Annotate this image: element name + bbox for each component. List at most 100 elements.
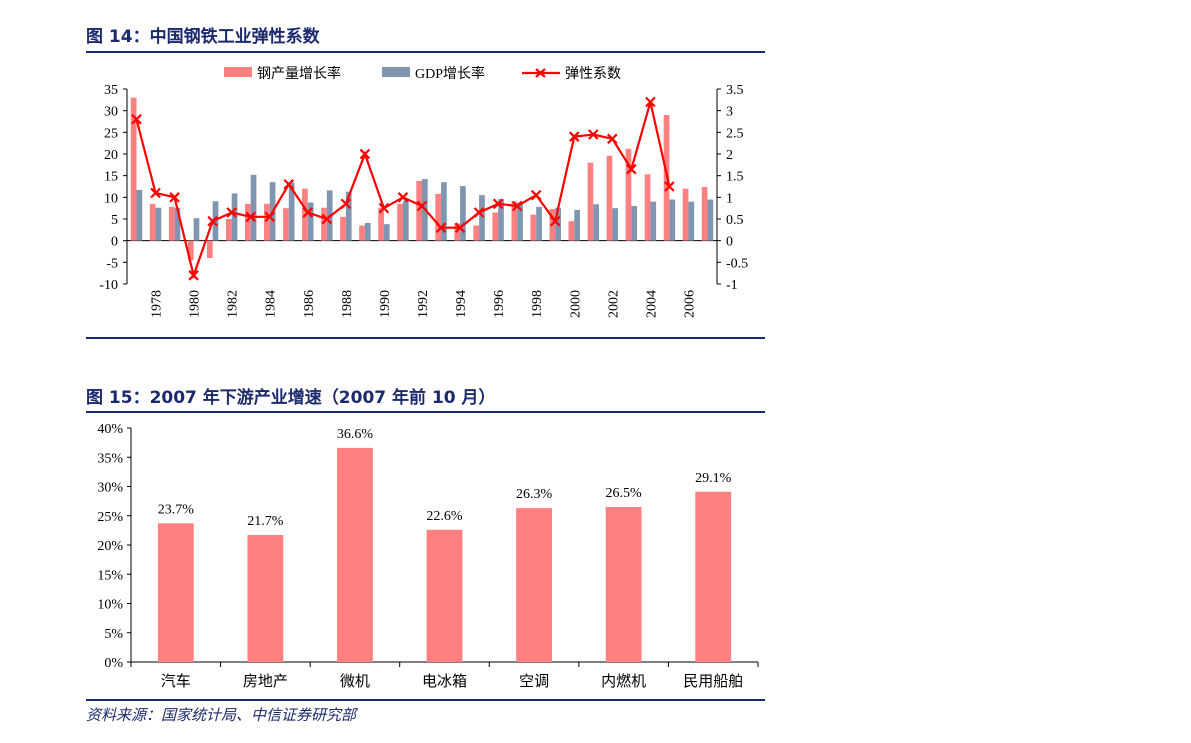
- elasticity-point: [435, 222, 447, 233]
- elasticity-point: [397, 192, 409, 203]
- data-label: 36.6%: [337, 427, 374, 442]
- y-tick-label: 5%: [104, 627, 123, 642]
- elasticity-point: [626, 163, 637, 175]
- y-tick-label: 15%: [97, 568, 123, 583]
- steel-growth-bar: [225, 219, 232, 241]
- elasticity-point: [264, 211, 276, 223]
- y-tick-label: 30%: [97, 481, 123, 496]
- elasticity-point: [530, 189, 542, 201]
- x-tick-label: 1986: [302, 290, 317, 318]
- data-label: 23.7%: [158, 502, 195, 517]
- x-tick-label: 2002: [606, 290, 621, 318]
- steel-growth-bar: [682, 188, 689, 241]
- elasticity-point: [131, 114, 142, 125]
- gdp-growth-bar: [250, 174, 257, 241]
- elasticity-point: [340, 198, 352, 210]
- steel-growth-bar: [149, 203, 156, 241]
- steel-growth-bar: [359, 225, 365, 241]
- elasticity-point: [473, 207, 485, 218]
- right-tick-label: 0: [726, 235, 733, 250]
- steel-growth-bar: [530, 214, 537, 241]
- data-label: 26.5%: [606, 486, 643, 501]
- figure-15-bottom-rule: [86, 699, 765, 701]
- growth-bar: [337, 447, 373, 662]
- legend-swatch-gdp: [382, 67, 410, 77]
- right-tick-label: 2: [726, 148, 733, 163]
- elasticity-point: [416, 200, 428, 212]
- right-tick-label: 3.5: [726, 83, 744, 98]
- gdp-growth-bar: [136, 189, 143, 241]
- x-tick-label: 1990: [378, 290, 393, 318]
- legend-label-gdp: GDP增长率: [415, 65, 485, 82]
- data-label: 21.7%: [247, 514, 284, 529]
- elasticity-point: [226, 207, 237, 218]
- steel-growth-bar: [245, 203, 251, 241]
- elasticity-point: [150, 187, 161, 199]
- x-tick-label: 2004: [644, 290, 659, 318]
- growth-bar: [247, 535, 284, 662]
- steel-growth-bar: [701, 186, 708, 241]
- x-tick-label: 1992: [416, 290, 431, 318]
- category-label: 空调: [519, 673, 549, 690]
- elasticity-point: [454, 222, 466, 233]
- figure-15-title: 图 15：2007 年下游产业增速（2007 年前 10 月）: [86, 388, 496, 408]
- chart-14: -10 -5 0 5 10 15 20 25 30 35 -1 -0.5 0 0.5 1 1.5 2 2.5 3 3.…: [99, 65, 748, 318]
- left-tick-label: 10: [104, 191, 118, 206]
- elasticity-point: [207, 215, 218, 227]
- elasticity-point: [492, 198, 504, 210]
- right-tick-label: 1.5: [726, 170, 744, 185]
- category-label: 房地产: [243, 673, 288, 690]
- right-tick-label: 1: [726, 191, 733, 206]
- x-tick-label: 2006: [682, 290, 697, 318]
- left-tick-label: 30: [104, 105, 118, 120]
- x-tick-label: 1984: [264, 290, 279, 318]
- elasticity-point: [359, 148, 371, 160]
- steel-growth-bar: [130, 97, 137, 241]
- x-tick-label: 2000: [568, 290, 583, 318]
- steel-growth-bar: [492, 212, 499, 241]
- x-tick-label: 1998: [530, 290, 545, 318]
- left-tick-label: 35: [104, 83, 118, 98]
- gdp-growth-bar: [669, 199, 676, 241]
- elasticity-point: [568, 131, 580, 142]
- legend-label-steel: 钢产量增长率: [257, 65, 341, 82]
- x-tick-label: 1988: [340, 290, 355, 318]
- steel-growth-bar: [340, 216, 346, 241]
- growth-bar: [426, 529, 463, 662]
- gdp-growth-bar: [498, 199, 504, 241]
- growth-bar: [605, 506, 642, 662]
- growth-bar: [695, 491, 732, 662]
- elasticity-point: [188, 270, 199, 281]
- gdp-growth-bar: [288, 182, 295, 241]
- gdp-growth-bar: [688, 201, 695, 241]
- elasticity-point: [378, 202, 390, 214]
- gdp-growth-bar: [307, 202, 314, 241]
- steel-growth-bar: [283, 208, 289, 241]
- legend-swatch-steel: [224, 67, 252, 77]
- y-tick-label: 10%: [97, 598, 123, 613]
- gdp-growth-bar: [402, 200, 409, 241]
- category-label: 内燃机: [601, 672, 646, 690]
- gdp-growth-bar: [155, 207, 162, 241]
- elasticity-point: [588, 129, 599, 140]
- steel-growth-bar: [435, 193, 442, 241]
- steel-growth-bar: [397, 203, 403, 241]
- right-tick-label: 2.5: [726, 126, 744, 141]
- category-label: 汽车: [161, 673, 191, 690]
- gdp-growth-bar: [650, 201, 657, 241]
- y-tick-label: 25%: [97, 510, 123, 525]
- data-label: 26.3%: [516, 487, 553, 502]
- steel-growth-bar: [206, 240, 213, 258]
- left-tick-label: 20: [104, 148, 118, 163]
- steel-growth-bar: [644, 174, 651, 241]
- steel-growth-bar: [416, 180, 422, 241]
- left-tick-label: 15: [104, 170, 118, 185]
- steel-growth-bar: [168, 206, 175, 241]
- gdp-growth-bar: [383, 224, 390, 241]
- y-tick-label: 20%: [97, 539, 123, 554]
- growth-bar: [516, 508, 552, 662]
- steel-growth-bar: [568, 221, 575, 241]
- data-label: 22.6%: [426, 509, 463, 524]
- elasticity-point: [645, 96, 656, 108]
- elasticity-point: [607, 133, 618, 145]
